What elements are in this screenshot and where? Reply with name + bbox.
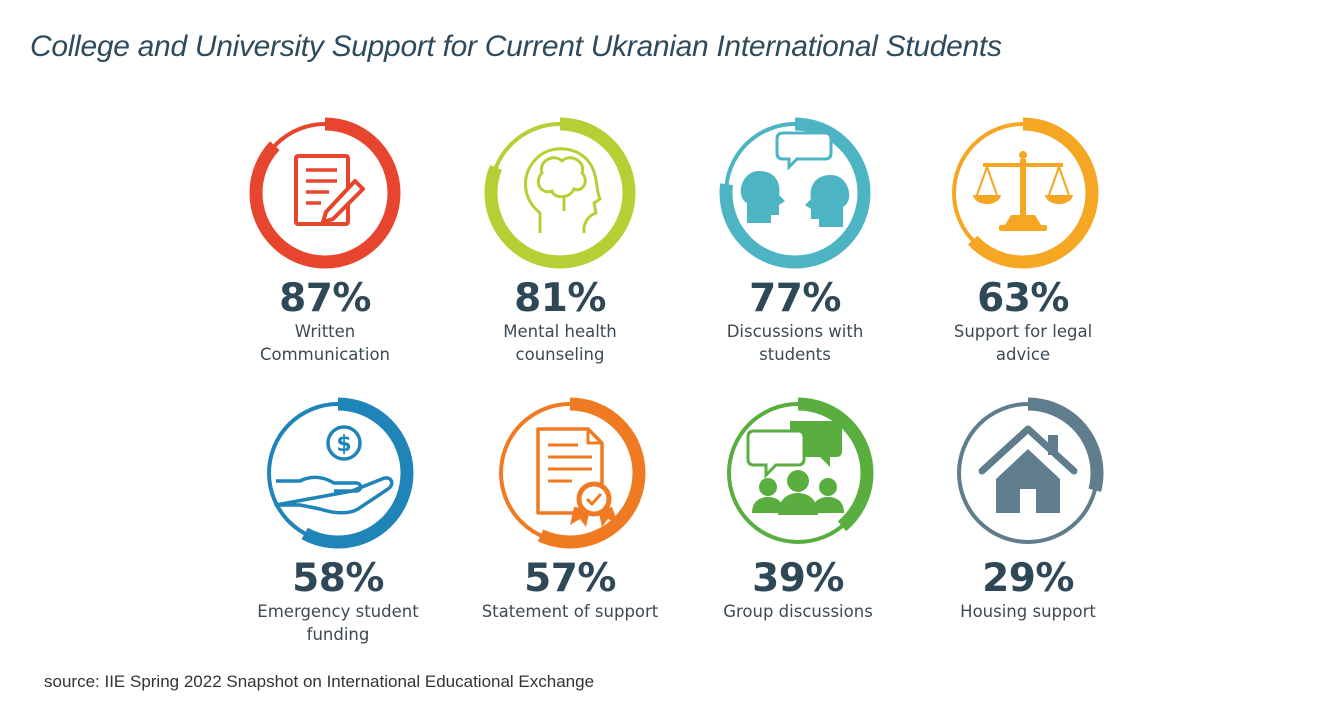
stat-card: 81% Mental health counseling	[450, 108, 670, 366]
category-label-line2: students	[759, 345, 831, 364]
group-chat-icon	[746, 421, 844, 515]
scales-icon	[973, 151, 1073, 231]
progress-ring	[947, 117, 1099, 269]
hand-dollar-icon: $	[274, 425, 394, 515]
category-label-line1: Support for legal	[953, 322, 1093, 341]
percent-value: 77%	[749, 276, 841, 321]
head-brain-icon	[524, 147, 602, 233]
ring-arc	[249, 117, 401, 269]
category-label: Housing support	[933, 600, 1123, 623]
progress-ring	[484, 117, 636, 269]
percent-value: 58%	[292, 556, 384, 601]
house-icon	[978, 425, 1078, 513]
source-note: source: IIE Spring 2022 Snapshot on Inte…	[44, 672, 595, 691]
document-pen-icon	[294, 154, 365, 226]
certificate-icon	[536, 427, 618, 527]
ring-arc	[722, 397, 874, 549]
percent-value: 29%	[982, 556, 1074, 601]
category-label: Statement of support	[475, 600, 665, 623]
progress-ring	[719, 117, 871, 269]
percent-value: 63%	[977, 276, 1069, 321]
stat-card: 87% Written Communication	[215, 108, 435, 366]
stat-card: 29% Housing support	[918, 388, 1138, 623]
category-label-line1: Written	[294, 322, 356, 341]
progress-ring	[722, 397, 874, 549]
progress-ring: $	[262, 397, 414, 549]
percent-value: 81%	[514, 276, 606, 321]
category-label-line2: Communication	[259, 345, 391, 364]
category-label: Written Communication	[230, 320, 420, 366]
stat-card: $ 58% Emergency student funding	[228, 388, 448, 646]
category-label-line1: Statement of support	[481, 602, 659, 621]
category-label-line2: counseling	[515, 345, 605, 364]
svg-text:$: $	[336, 432, 351, 457]
ring-arc	[952, 397, 1104, 549]
category-label-line1: Emergency student	[257, 602, 419, 621]
ring-arc	[719, 117, 871, 269]
ring-arc	[262, 397, 414, 549]
stat-card: 63% Support for legal advice	[913, 108, 1133, 366]
stat-card: 77% Discussions with students	[685, 108, 905, 366]
ring-arc	[494, 397, 646, 549]
stat-card: 39% Group discussions	[688, 388, 908, 623]
category-label: Support for legal advice	[928, 320, 1118, 366]
progress-ring	[494, 397, 646, 549]
category-label-line1: Discussions with	[726, 322, 864, 341]
category-label-line1: Housing support	[960, 602, 1096, 621]
category-label: Emergency student funding	[243, 600, 433, 646]
chart-title: College and University Support for Curre…	[30, 30, 1002, 63]
percent-value: 87%	[279, 276, 371, 321]
category-label: Mental health counseling	[465, 320, 655, 366]
percent-value: 57%	[524, 556, 616, 601]
progress-ring	[952, 397, 1104, 549]
ring-arc	[947, 117, 1099, 269]
category-label-line1: Mental health	[503, 322, 617, 341]
category-label-line2: funding	[306, 625, 370, 644]
progress-ring	[249, 117, 401, 269]
ring-arc	[484, 117, 636, 269]
stat-card: 57% Statement of support	[460, 388, 680, 623]
category-label-line2: advice	[995, 345, 1051, 364]
category-label-line1: Group discussions	[723, 602, 873, 621]
category-label: Group discussions	[703, 600, 893, 623]
category-label: Discussions with students	[700, 320, 890, 366]
percent-value: 39%	[752, 556, 844, 601]
two-heads-speech-icon	[740, 131, 850, 227]
